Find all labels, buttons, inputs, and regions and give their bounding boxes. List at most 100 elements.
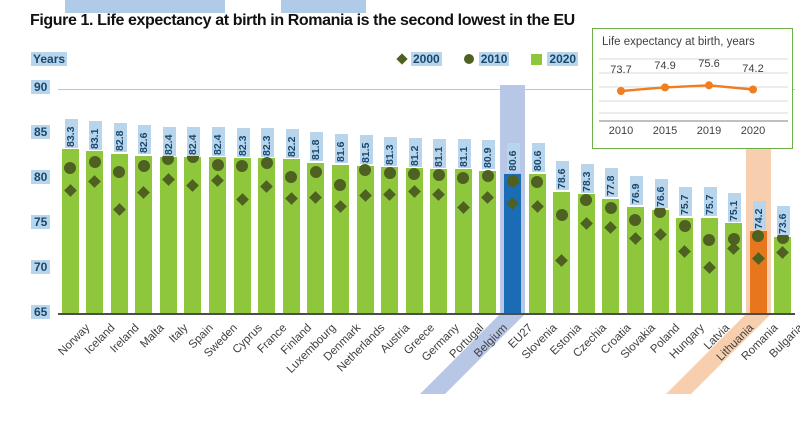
inset-chart-title: Life expectancy at birth, years xyxy=(602,36,755,48)
marker-2010-latvia xyxy=(703,234,716,247)
marker-2010-austria xyxy=(383,166,396,179)
marker-2010-sweden xyxy=(211,158,224,171)
bar-value-label-hungary: 75.7 xyxy=(679,187,693,217)
marker-2010-czechia xyxy=(580,193,593,206)
inset-value-label-2010: 73.7 xyxy=(610,64,632,76)
legend-item-2000: 2000 xyxy=(396,52,442,66)
inset-x-label-2020: 2020 xyxy=(740,125,766,137)
bar-cyprus xyxy=(233,158,251,314)
bar-value-label-luxembourg: 81.8 xyxy=(310,132,324,162)
legend-label-2020: 2020 xyxy=(547,52,579,66)
bar-value-label-estonia: 78.6 xyxy=(556,161,570,191)
bar-poland xyxy=(651,209,669,314)
bar-value-label-sweden: 82.4 xyxy=(212,126,226,156)
marker-2010-croatia xyxy=(604,201,617,214)
bar-value-label-slovenia: 80.6 xyxy=(531,143,545,173)
bar-value-label-austria: 81.3 xyxy=(384,136,398,166)
chart-legend: 2000 2010 2020 xyxy=(396,52,579,66)
bar-value-label-latvia: 75.7 xyxy=(703,187,717,217)
top-highlight-decoration-left xyxy=(65,0,225,13)
legend-label-2010: 2010 xyxy=(478,52,510,66)
legend-item-2020: 2020 xyxy=(531,52,579,66)
marker-2010-greece xyxy=(408,167,421,180)
bar-value-label-spain: 82.4 xyxy=(187,126,201,156)
inset-x-label-2019: 2019 xyxy=(696,125,722,137)
legend-label-2000: 2000 xyxy=(411,52,442,66)
marker-2010-luxembourg xyxy=(309,165,322,178)
bar-value-label-ireland: 82.8 xyxy=(113,123,127,153)
bar-ireland xyxy=(110,153,128,314)
bar-eu27 xyxy=(504,173,522,314)
marker-2010-eu27 xyxy=(506,174,519,187)
figure-title: Figure 1. Life expectancy at birth in Ro… xyxy=(30,12,575,29)
diamond-marker-icon xyxy=(396,53,408,65)
bar-value-label-denmark: 81.6 xyxy=(334,134,348,164)
bar-value-label-finland: 82.2 xyxy=(285,128,299,158)
bar-value-label-lithuania: 75.1 xyxy=(728,192,742,222)
bar-iceland xyxy=(86,151,104,314)
inset-x-label-2015: 2015 xyxy=(652,125,678,137)
marker-2010-finland xyxy=(285,171,298,184)
bar-value-label-belgium: 80.9 xyxy=(482,140,496,170)
bar-luxembourg xyxy=(307,162,325,314)
y-tick-70: 70 xyxy=(31,260,51,274)
marker-2010-slovakia xyxy=(629,213,642,226)
inset-point-2019 xyxy=(705,81,713,90)
bar-value-label-france: 82.3 xyxy=(261,127,275,157)
marker-2010-norway xyxy=(64,162,76,175)
marker-2010-cyprus xyxy=(236,159,249,172)
bar-sweden xyxy=(209,157,227,314)
bar-belgium xyxy=(479,170,497,314)
top-highlight-decoration-right xyxy=(281,0,366,13)
marker-2010-denmark xyxy=(334,179,347,192)
bar-denmark xyxy=(331,164,349,314)
x-axis-line xyxy=(58,313,795,315)
bar-value-label-croatia: 77.8 xyxy=(605,168,619,198)
bar-value-label-italy: 82.4 xyxy=(162,126,176,156)
marker-2010-hungary xyxy=(678,219,691,232)
marker-2010-belgium xyxy=(481,170,494,183)
marker-2010-poland xyxy=(654,206,667,219)
bar-slovenia xyxy=(528,173,546,314)
bar-germany xyxy=(430,169,448,314)
y-tick-80: 80 xyxy=(31,170,51,184)
bar-value-label-germany: 81.1 xyxy=(433,138,447,168)
gridline-90-years xyxy=(58,89,795,90)
marker-2010-romania xyxy=(752,229,765,242)
marker-2010-germany xyxy=(432,168,445,181)
inset-value-label-2020: 74.2 xyxy=(742,62,764,75)
bar-value-label-bulgaria: 73.6 xyxy=(777,206,791,236)
bar-value-label-slovakia: 76.9 xyxy=(629,176,643,206)
marker-2010-lithuania xyxy=(727,233,740,246)
y-tick-65: 65 xyxy=(31,305,51,319)
marker-2010-iceland xyxy=(88,155,101,168)
square-marker-icon xyxy=(531,53,543,65)
inset-line-chart: Life expectancy at birth, years 73.7 74.9… xyxy=(592,28,793,149)
marker-2010-slovenia xyxy=(531,175,544,188)
bar-value-label-cyprus: 82.3 xyxy=(236,127,250,157)
marker-2010-portugal xyxy=(457,172,470,185)
inset-value-label-2019: 75.6 xyxy=(698,58,720,71)
bar-greece xyxy=(405,168,423,314)
bar-value-label-poland: 76.6 xyxy=(654,179,668,209)
bar-spain xyxy=(184,157,202,314)
bar-value-label-greece: 81.2 xyxy=(408,137,422,167)
inset-point-2015 xyxy=(661,83,669,92)
y-tick-85: 85 xyxy=(31,125,51,139)
bar-value-label-portugal: 81.1 xyxy=(457,138,471,168)
x-category-label-malta: Malta xyxy=(137,322,167,351)
legend-item-2010: 2010 xyxy=(463,52,510,66)
bar-value-label-iceland: 83.1 xyxy=(89,120,103,150)
marker-2010-ireland xyxy=(113,165,126,178)
inset-point-2020 xyxy=(749,85,757,94)
bar-croatia xyxy=(602,198,620,314)
inset-value-label-2015: 74.9 xyxy=(654,60,676,73)
bar-value-label-netherlands: 81.5 xyxy=(359,135,373,164)
bar-italy xyxy=(159,157,177,314)
inset-point-2010 xyxy=(617,87,625,95)
marker-2010-malta xyxy=(137,159,150,172)
bar-value-label-romania: 74.2 xyxy=(752,200,766,230)
bar-czechia xyxy=(577,194,595,314)
inset-line-plot xyxy=(599,58,788,122)
